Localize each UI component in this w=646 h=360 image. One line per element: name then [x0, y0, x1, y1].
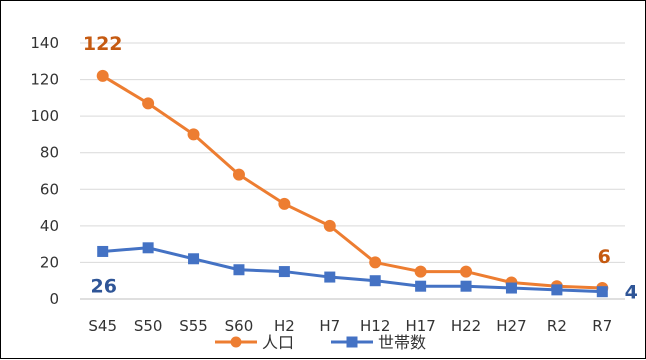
x-tick-label: S55	[179, 317, 208, 335]
data-point-2	[142, 242, 154, 254]
y-tick-label: 60	[40, 180, 59, 198]
legend-label: 人口	[262, 333, 294, 352]
data-label: 26	[90, 275, 116, 297]
y-tick-label: 20	[40, 253, 59, 271]
data-point-2	[97, 245, 109, 257]
data-point-2	[369, 275, 381, 287]
x-tick-label: S45	[88, 317, 117, 335]
data-point-2	[551, 284, 563, 296]
data-label: 122	[83, 33, 123, 55]
data-point-1	[414, 265, 427, 278]
legend-label: 世帯数	[378, 333, 426, 352]
series-line-2	[102, 246, 603, 294]
data-point-2	[278, 266, 290, 278]
data-point-1	[187, 128, 200, 141]
x-tick-label: H22	[451, 317, 481, 335]
data-label: 4	[625, 282, 638, 304]
y-tick-label: 0	[49, 290, 59, 308]
y-tick-label: 100	[30, 107, 59, 125]
x-tick-label: S50	[134, 317, 163, 335]
data-point-2	[596, 286, 608, 298]
x-tick-label: R7	[592, 317, 612, 335]
data-point-1	[460, 265, 473, 278]
x-tick-label: R2	[547, 317, 567, 335]
y-tick-label: 140	[30, 34, 59, 52]
x-tick-label: H12	[360, 317, 390, 335]
data-point-2	[324, 271, 336, 283]
series-line-1	[101, 74, 603, 290]
x-tick-label: H17	[405, 317, 435, 335]
data-point-2	[415, 280, 427, 292]
data-point-2	[233, 264, 245, 276]
data-point-1	[369, 256, 382, 269]
y-tick-label: 80	[40, 144, 59, 162]
y-tick-label: 120	[30, 71, 59, 89]
data-point-1	[142, 97, 155, 110]
data-point-1	[278, 197, 291, 210]
x-tick-label: H2	[274, 317, 295, 335]
x-tick-label: H7	[319, 317, 340, 335]
data-point-2	[505, 282, 517, 294]
y-tick-label: 40	[40, 217, 59, 235]
data-point-1	[232, 168, 245, 181]
legend-marker	[230, 336, 242, 348]
x-tick-label: H27	[496, 317, 526, 335]
data-point-1	[323, 219, 336, 232]
x-tick-label: S60	[225, 317, 254, 335]
legend-marker	[346, 336, 358, 348]
data-point-1	[96, 69, 109, 82]
data-label: 6	[598, 246, 611, 268]
data-point-2	[460, 280, 472, 292]
data-point-2	[188, 253, 200, 265]
